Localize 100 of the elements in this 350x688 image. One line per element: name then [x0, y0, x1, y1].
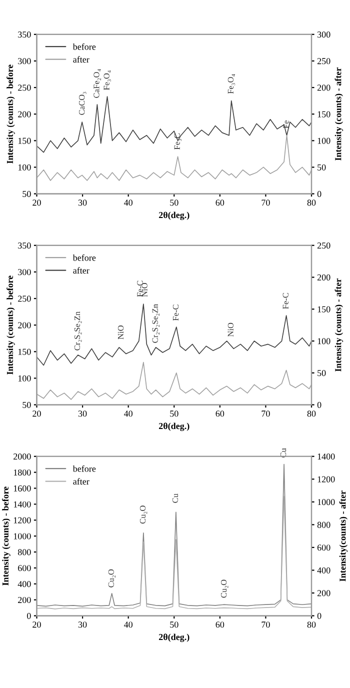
x-tick-label: 60	[216, 622, 224, 628]
annotation: Fe-C	[172, 304, 178, 321]
annotation: Cu₂O	[220, 580, 228, 598]
y-tick-label: 1400	[14, 501, 31, 508]
y2-tick-label: 150	[318, 111, 330, 118]
y-tick-label: 300	[18, 269, 31, 276]
annotation: Fe-C	[137, 280, 143, 297]
x-axis-title: 2θ(deg.)	[158, 422, 190, 431]
y2-axis-title: Intensity (counts) - after	[334, 68, 344, 161]
y-axis-title: Intensity (counts) - before	[2, 486, 10, 586]
x-tick-label: 30	[78, 622, 87, 628]
x-tick-label: 40	[124, 200, 133, 206]
x-tick-label: 80	[307, 410, 316, 417]
y2-tick-label: 400	[317, 567, 330, 574]
y-tick-label: 250	[18, 84, 31, 91]
y2-tick-label: 0	[317, 402, 322, 408]
y-axis-title: Intensity (counts) - before	[6, 64, 15, 164]
line-series	[36, 496, 312, 610]
legend-label: after	[73, 478, 90, 485]
y2-tick-label: 250	[317, 242, 330, 249]
x-tick-label: 60	[216, 200, 224, 206]
y2-tick-label: 250	[317, 58, 330, 64]
legend-label: before	[72, 465, 96, 472]
y2-tick-label: 0	[317, 190, 322, 198]
x-axis-title: 2θ(deg.)	[158, 634, 190, 642]
annotation: Fe₃C	[174, 133, 182, 150]
y-tick-label: 50	[22, 402, 31, 408]
legend-label: after	[73, 56, 90, 63]
y-tick-label: 150	[18, 348, 31, 355]
y2-tick-label: 200	[317, 590, 330, 596]
y-tick-label: 2000	[14, 454, 31, 460]
y2-tick-label: 800	[317, 522, 330, 528]
x-tick-label: 50	[170, 200, 178, 206]
y2-tick-label: 1400	[318, 454, 335, 460]
y2-tick-label: 100	[318, 338, 330, 344]
y-tick-label: 800	[18, 549, 31, 556]
annotation: Cr₂S₂Se₂Zn	[152, 304, 160, 343]
y2-tick-label: 0	[317, 612, 322, 619]
x-axis-title: 2θ(deg.)	[158, 212, 190, 220]
annotation: CaFe₂O₄	[94, 69, 101, 98]
y2-tick-label: 1200	[318, 476, 335, 482]
x-tick-label: 70	[262, 200, 270, 206]
x-tick-label: 50	[170, 410, 178, 417]
x-tick-label: 20	[32, 410, 41, 417]
annotation: Cu₂O	[108, 569, 116, 588]
y-tick-label: 400	[18, 581, 31, 588]
x-tick-label: 50	[170, 622, 178, 628]
legend-label: after	[73, 267, 90, 274]
y-tick-label: 50	[22, 190, 31, 198]
x-tick-label: 40	[124, 622, 133, 628]
annotation: Cu₂O	[140, 506, 148, 524]
annotation: NiO	[118, 326, 124, 340]
y-tick-label: 100	[18, 375, 31, 382]
annotation: Cu	[280, 448, 286, 458]
y-tick-label: 250	[18, 296, 31, 302]
y2-tick-label: 200	[317, 274, 330, 280]
y-tick-label: 1800	[14, 469, 31, 476]
y-tick-label: 350	[18, 242, 31, 249]
x-tick-label: 60	[216, 410, 224, 417]
y2-tick-label: 600	[317, 544, 330, 551]
annotation: Fe-C	[282, 293, 288, 309]
y2-tick-label: 50	[318, 164, 326, 170]
y-tick-label: 1000	[14, 533, 31, 540]
legend-label: before	[72, 254, 96, 261]
y2-tick-label: 1000	[318, 499, 335, 506]
y-axis-title: Intensity (counts) - before	[6, 276, 15, 374]
x-tick-label: 80	[307, 622, 316, 628]
annotation: Fe	[283, 120, 289, 128]
x-tick-label: 20	[32, 200, 41, 206]
y2-tick-label: 50	[318, 370, 326, 376]
x-tick-label: 70	[262, 410, 270, 417]
y-tick-label: 0	[27, 612, 31, 619]
y2-tick-label: 150	[318, 306, 330, 312]
y-tick-label: 200	[18, 596, 31, 604]
y2-tick-label: 100	[318, 138, 330, 144]
y-tick-label: 150	[18, 138, 31, 144]
x-tick-label: 40	[124, 410, 133, 417]
legend-label: before	[72, 43, 96, 50]
y-tick-label: 1200	[14, 517, 31, 524]
annotation: Fe₃O₄	[228, 74, 236, 94]
x-tick-label: 20	[32, 622, 41, 628]
line-series	[36, 464, 312, 607]
annotation: Cu	[172, 494, 178, 503]
annotation: CaCO₃	[79, 92, 86, 115]
y2-tick-label: 200	[317, 84, 330, 91]
y-tick-label: 600	[18, 565, 31, 572]
y-tick-label: 200	[18, 322, 31, 328]
annotation: Cr₂S₂Se₂Zn	[74, 312, 82, 350]
y-tick-label: 1600	[14, 485, 31, 492]
y2-tick-label: 300	[317, 32, 330, 38]
y-tick-label: 300	[18, 58, 31, 64]
annotation: Fe₃O₄	[104, 70, 111, 90]
x-tick-label: 80	[307, 200, 316, 206]
y2-axis-title: Intensity (counts) - after	[334, 278, 344, 372]
annotation: NiO	[142, 282, 148, 297]
y2-axis-title: Intensity(counts) - after	[339, 490, 348, 582]
y-tick-label: 350	[18, 32, 31, 38]
y-tick-label: 200	[18, 111, 31, 118]
x-tick-label: 70	[262, 622, 270, 628]
x-tick-label: 30	[78, 410, 87, 417]
